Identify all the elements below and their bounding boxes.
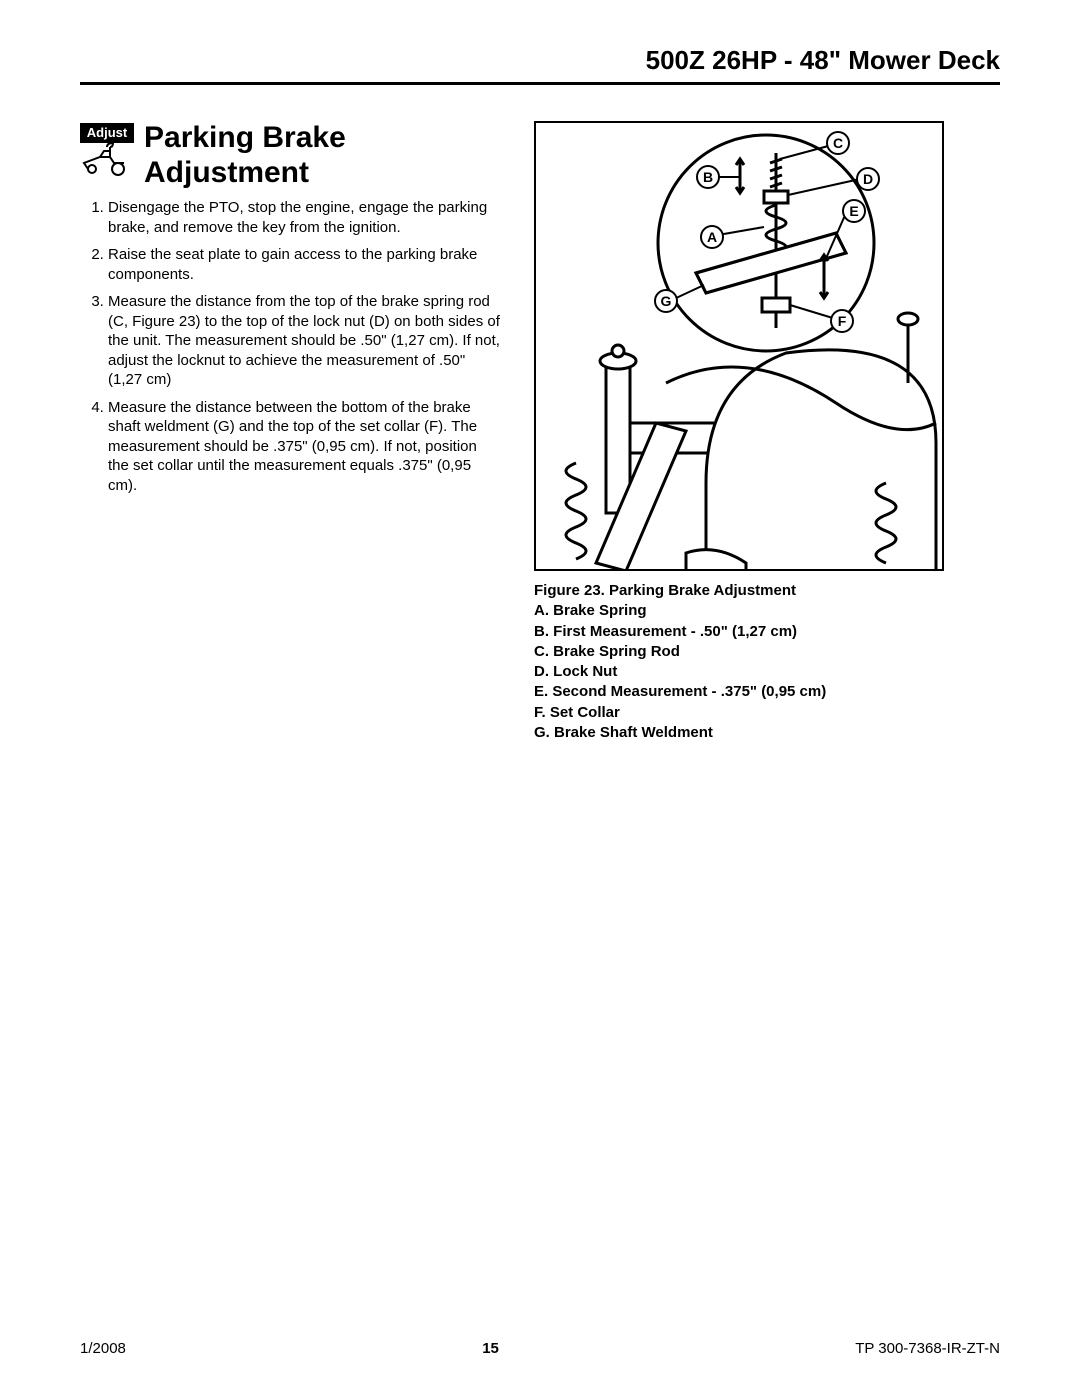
steps-list: Disengage the PTO, stop the engine, enga…	[80, 198, 500, 495]
product-title: 500Z 26HP - 48" Mower Deck	[80, 45, 1000, 76]
page-footer: 1/2008 15 TP 300-7368-IR-ZT-N	[80, 1340, 1000, 1357]
caption-line: D. Lock Nut	[534, 662, 1000, 682]
callout-c: C	[833, 135, 843, 151]
right-column: A B C D	[534, 121, 1000, 743]
figure-caption: Figure 23. Parking Brake Adjustment A. B…	[534, 581, 1000, 743]
section-title: Parking Brake Adjustment	[144, 121, 500, 190]
callout-b: B	[703, 169, 713, 185]
left-column: Adjust Parking Brake Adjustm	[80, 121, 500, 743]
caption-line: G. Brake Shaft Weldment	[534, 723, 1000, 743]
section-head: Adjust Parking Brake Adjustm	[80, 121, 500, 190]
callout-d: D	[863, 171, 873, 187]
caption-line: Figure 23. Parking Brake Adjustment	[534, 581, 1000, 601]
step-item: Measure the distance between the bottom …	[108, 398, 500, 496]
caption-line: E. Second Measurement - .375" (0,95 cm)	[534, 682, 1000, 702]
caption-line: A. Brake Spring	[534, 601, 1000, 621]
footer-date: 1/2008	[80, 1340, 126, 1357]
figure-23-illustration: A B C D	[534, 121, 944, 571]
header-bar: 500Z 26HP - 48" Mower Deck	[80, 45, 1000, 85]
callout-e: E	[849, 203, 858, 219]
adjust-badge-text: Adjust	[87, 125, 128, 140]
caption-line: C. Brake Spring Rod	[534, 642, 1000, 662]
callout-g: G	[661, 293, 672, 309]
step-item: Disengage the PTO, stop the engine, enga…	[108, 198, 500, 237]
content-columns: Adjust Parking Brake Adjustm	[80, 121, 1000, 743]
callout-a: A	[707, 229, 717, 245]
footer-page-number: 15	[482, 1340, 499, 1357]
caption-line: B. First Measurement - .50" (1,27 cm)	[534, 622, 1000, 642]
page: 500Z 26HP - 48" Mower Deck Adjust	[0, 0, 1080, 1397]
callout-f: F	[838, 313, 847, 329]
step-item: Measure the distance from the top of the…	[108, 292, 500, 390]
step-item: Raise the seat plate to gain access to t…	[108, 245, 500, 284]
footer-doc-id: TP 300-7368-IR-ZT-N	[855, 1340, 1000, 1357]
caption-line: F. Set Collar	[534, 703, 1000, 723]
adjust-wrench-icon: Adjust	[80, 123, 134, 177]
